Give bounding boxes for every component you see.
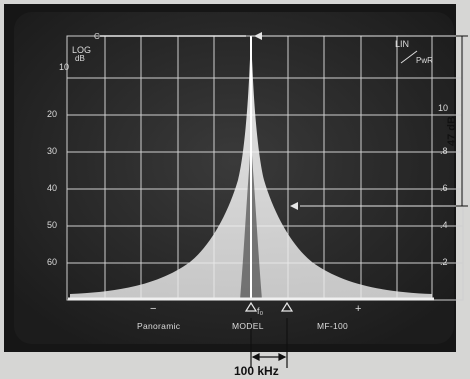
marker-plus: + [355, 303, 362, 315]
right-scale-08: .8 [440, 146, 448, 156]
panoramic-label: Panoramic [137, 321, 181, 331]
top-left-marker: C [94, 32, 100, 41]
log-label: LOG [72, 45, 92, 55]
47db-bracket [251, 35, 468, 207]
left-scale-20: 20 [47, 109, 58, 119]
100khz-annotation: 100 kHz [234, 364, 279, 378]
left-scale-60: 60 [47, 257, 58, 267]
right-scale-02: .2 [440, 257, 448, 267]
marker-center-icon [244, 301, 258, 312]
crt-screen [14, 12, 454, 344]
lin-label: LIN [395, 39, 410, 49]
db-label: dB [75, 54, 85, 63]
100khz-bracket [250, 318, 288, 368]
marker-right-icon [280, 301, 294, 312]
47db-annotation: 47 dB [446, 116, 458, 146]
right-scale-06: .6 [440, 183, 448, 193]
model-label: MODEL [232, 321, 264, 331]
mf100-label: MF-100 [317, 321, 349, 331]
right-scale-04: .4 [440, 220, 448, 230]
left-scale-40: 40 [47, 183, 58, 193]
lin-slash-icon [400, 50, 418, 64]
pwr-label: PwR [416, 56, 433, 65]
marker-center: f₀ [257, 306, 264, 316]
carrier-arrow-icon [254, 32, 262, 40]
left-scale-30: 30 [47, 146, 58, 156]
left-scale-10: 10 [59, 62, 70, 72]
right-scale-10: 10 [438, 103, 449, 113]
left-scale-50: 50 [47, 220, 58, 230]
sideband-arrow-icon [290, 202, 298, 210]
marker-minus: − [150, 303, 157, 315]
